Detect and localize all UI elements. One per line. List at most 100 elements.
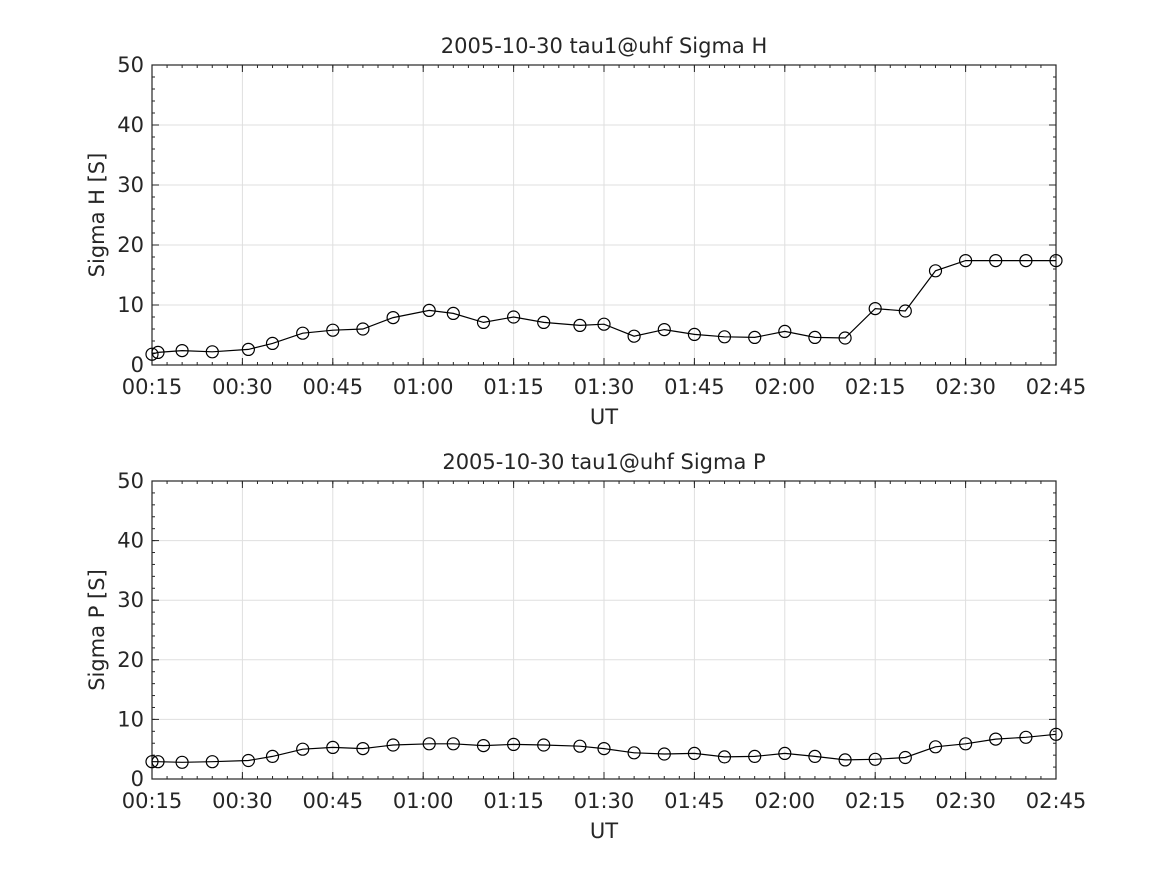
data-point [989,732,1003,746]
data-point [537,738,551,752]
data-point [778,746,792,761]
data-point [241,753,255,768]
x-tick-label: 02:15 [845,789,906,813]
series-line [151,260,1056,355]
data-point [687,327,702,341]
data-point [928,264,943,278]
data-point [386,738,400,752]
data-point [265,749,280,764]
data-point [422,737,436,751]
y-tick-label: 0 [131,767,144,791]
data-point [1049,727,1063,741]
x-tick-label: 02:00 [755,789,816,813]
data-point [838,331,852,345]
series-line [152,733,1057,763]
sigma-p-panel: 00:15 00:30 00:45 01:00 01:15 01:30 01:45 02:00… [85,450,1086,843]
data-point [597,741,611,756]
chart-title: 2005-10-30 tau1@uhf Sigma P [442,450,765,474]
x-axis-label: UT [590,405,618,429]
chart-title: 2005-10-30 tau1@uhf Sigma H [441,34,767,58]
x-tick-label: 02:45 [1026,375,1087,399]
data-point [748,330,762,344]
data-point [326,323,340,337]
x-axis-label: UT [590,819,618,843]
x-tick-label: 02:15 [845,375,906,399]
data-point [573,318,587,332]
data-point [868,302,882,316]
x-tick-label: 00:45 [303,375,364,399]
data-point [476,315,491,329]
x-tick-label: 00:30 [212,789,273,813]
data-point [898,750,912,765]
x-tick-label: 00:45 [303,789,364,813]
y-tick-label: 40 [117,113,144,137]
y-axis-label: Sigma P [S] [85,569,109,691]
data-point [627,329,641,343]
data-point [175,755,189,769]
data-point [296,742,310,756]
data-point [928,740,943,754]
data-point [446,306,460,320]
data-point [296,326,310,340]
data-point [446,737,460,751]
data-point [506,737,521,752]
data-point [778,324,792,338]
y-tick-label: 40 [117,529,144,553]
data-point [151,755,165,769]
x-tick-label: 01:15 [483,375,544,399]
y-tick-label: 30 [117,173,144,197]
data-point [958,737,973,751]
data-point [597,317,611,331]
x-tick-label: 01:00 [393,375,454,399]
data-point [657,747,671,761]
data-point [1019,730,1033,744]
x-tick-label: 00:15 [122,375,183,399]
x-tick-label: 00:30 [212,375,273,399]
data-point [898,304,912,318]
data-point [422,303,436,317]
data-point [151,345,165,359]
data-point [205,345,219,359]
data-point [989,254,1003,268]
data-point [537,315,551,329]
data-point [657,323,671,337]
y-tick-label: 30 [117,588,144,612]
y-tick-label: 10 [117,707,144,731]
data-point [1019,254,1033,268]
x-tick-label: 01:45 [664,789,725,813]
y-tick-label: 10 [117,293,144,317]
x-tick-label: 01:30 [574,789,635,813]
data-point [145,347,159,361]
data-point [145,755,159,769]
data-point [476,738,491,753]
data-point [241,342,255,356]
axes-frame [151,64,1057,366]
data-point [1049,254,1063,268]
x-tick-label: 02:45 [1026,789,1087,813]
data-point [205,755,219,769]
data-point [687,746,702,761]
data-point [838,753,852,767]
y-tick-label: 20 [117,233,144,257]
x-tick-label: 02:30 [935,789,996,813]
axes-frame [151,480,1057,780]
data-point [717,330,732,344]
data-point [808,749,822,764]
data-point [958,254,973,268]
y-tick-label: 0 [131,353,144,377]
data-point [265,336,280,350]
y-tick-label: 20 [117,648,144,672]
data-point [748,749,762,764]
y-tick-label: 50 [117,469,144,493]
data-point [573,739,587,753]
x-tick-label: 00:15 [122,789,183,813]
data-point [356,322,370,336]
sigma-h-panel: 00:15 00:30 00:45 01:00 01:15 01:30 01:45 02:00… [85,34,1086,429]
data-point [627,746,641,760]
y-tick-label: 50 [117,53,144,77]
x-tick-label: 01:30 [574,375,635,399]
x-tick-label: 01:15 [483,789,544,813]
data-point [386,311,400,325]
x-tick-label: 02:30 [935,375,996,399]
